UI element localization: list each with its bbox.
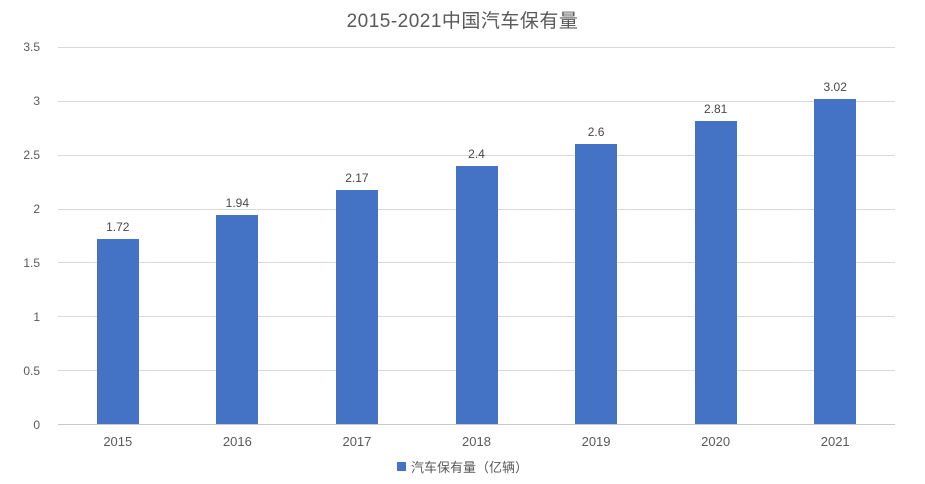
chart-title: 2015-2021中国汽车保有量 bbox=[346, 11, 579, 32]
y-axis: 0 0.5 1 1.5 2 2.5 3 3.5 bbox=[0, 40, 48, 432]
gridline bbox=[58, 47, 895, 48]
data-label-2020: 2.81 bbox=[703, 102, 728, 117]
x-tick-label-2016: 2016 bbox=[222, 434, 252, 449]
legend-square-icon bbox=[396, 461, 406, 471]
y-tick-label: 3.5 bbox=[23, 40, 40, 54]
gridline bbox=[58, 154, 895, 156]
y-tick-label: 1 bbox=[33, 310, 40, 324]
data-label-2015: 1.72 bbox=[106, 219, 130, 234]
data-label-2016: 1.94 bbox=[225, 196, 250, 211]
y-tick-label: 2 bbox=[33, 202, 40, 216]
bar-2017 bbox=[335, 190, 378, 424]
x-tick-label-2018: 2018 bbox=[462, 434, 491, 449]
x-tick-label-2021: 2021 bbox=[820, 434, 850, 449]
gridline bbox=[58, 100, 895, 102]
data-label-2021: 3.02 bbox=[823, 79, 847, 94]
x-tick-label-2019: 2019 bbox=[581, 434, 611, 449]
bar-2016 bbox=[216, 215, 259, 424]
y-tick-label: 0 bbox=[33, 418, 40, 432]
x-tick-label-2020: 2020 bbox=[701, 434, 731, 449]
bar-2018 bbox=[455, 165, 498, 424]
y-tick-label: 2.5 bbox=[23, 148, 40, 162]
bar-2021 bbox=[814, 98, 857, 424]
x-tick-label-2017: 2017 bbox=[342, 434, 372, 449]
data-label-2019: 2.6 bbox=[587, 124, 605, 139]
plot-area: 1.72 1.94 2.17 2.4 2.6 2.81 3.02 bbox=[58, 47, 895, 425]
legend: 汽车保有量（亿辆） bbox=[0, 456, 925, 476]
y-tick-label: 3 bbox=[33, 94, 40, 108]
x-tick-label-2015: 2015 bbox=[103, 434, 133, 449]
x-axis: 2015 2016 2017 2018 2019 2020 2021 bbox=[58, 432, 895, 450]
y-tick-label: 1.5 bbox=[23, 256, 40, 270]
bar-2020 bbox=[694, 121, 737, 424]
data-label-2018: 2.4 bbox=[468, 146, 485, 161]
legend-series-label: 汽车保有量（亿辆） bbox=[410, 459, 528, 475]
bar-2019 bbox=[575, 143, 618, 424]
bar-2015 bbox=[96, 238, 139, 424]
data-label-2017: 2.17 bbox=[345, 171, 369, 186]
y-tick-label: 0.5 bbox=[23, 364, 40, 378]
